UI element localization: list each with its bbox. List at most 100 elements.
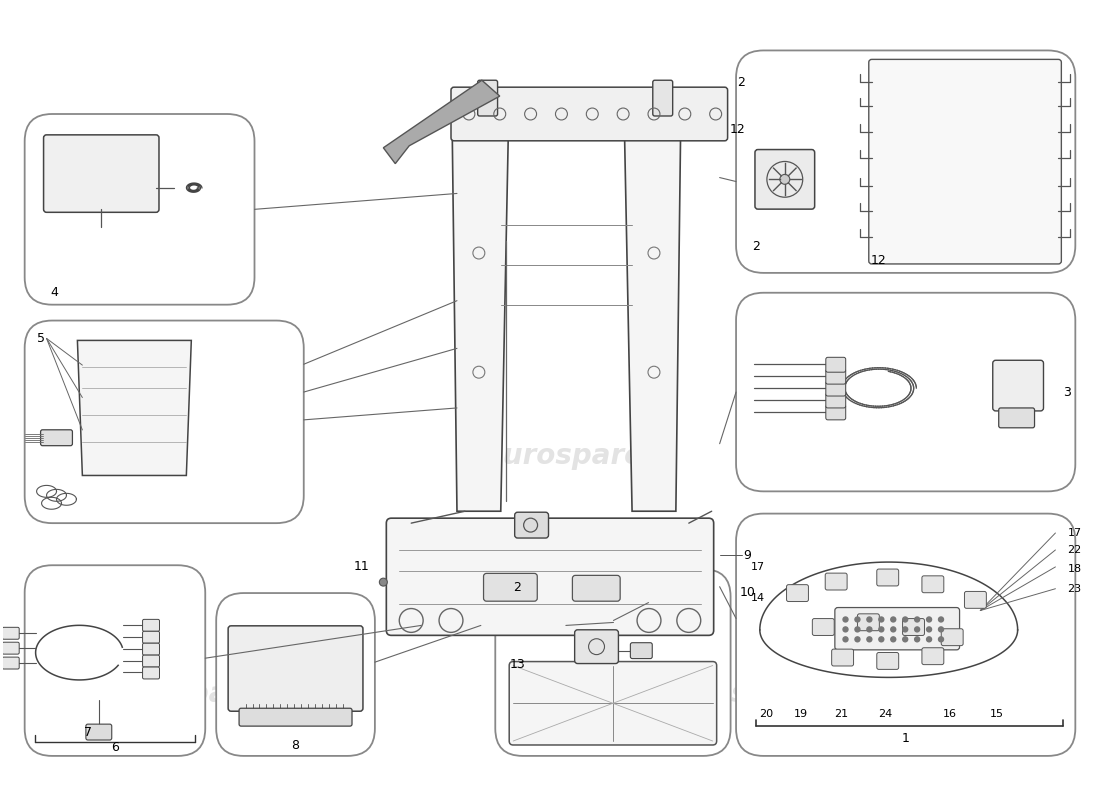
FancyBboxPatch shape bbox=[825, 573, 847, 590]
Circle shape bbox=[926, 627, 932, 632]
FancyBboxPatch shape bbox=[574, 630, 618, 663]
FancyBboxPatch shape bbox=[826, 358, 846, 372]
FancyBboxPatch shape bbox=[2, 627, 19, 639]
FancyBboxPatch shape bbox=[2, 642, 19, 654]
FancyBboxPatch shape bbox=[515, 512, 549, 538]
Polygon shape bbox=[383, 80, 499, 164]
FancyBboxPatch shape bbox=[965, 591, 987, 608]
FancyBboxPatch shape bbox=[812, 618, 834, 635]
Circle shape bbox=[879, 627, 883, 632]
Text: 19: 19 bbox=[793, 710, 807, 719]
FancyBboxPatch shape bbox=[143, 619, 160, 631]
FancyBboxPatch shape bbox=[451, 87, 727, 141]
Circle shape bbox=[891, 637, 895, 642]
Circle shape bbox=[867, 617, 872, 622]
Polygon shape bbox=[77, 341, 191, 475]
Text: 2: 2 bbox=[514, 581, 521, 594]
Circle shape bbox=[926, 637, 932, 642]
Circle shape bbox=[867, 627, 872, 632]
Text: eurospares: eurospares bbox=[101, 680, 276, 708]
FancyBboxPatch shape bbox=[903, 618, 924, 635]
Text: eurospares: eurospares bbox=[484, 442, 660, 470]
Polygon shape bbox=[624, 114, 681, 511]
FancyBboxPatch shape bbox=[217, 593, 375, 756]
Circle shape bbox=[914, 637, 920, 642]
Text: 16: 16 bbox=[943, 710, 957, 719]
Circle shape bbox=[891, 617, 895, 622]
Text: 8: 8 bbox=[292, 739, 299, 753]
FancyBboxPatch shape bbox=[993, 360, 1044, 411]
Text: 17: 17 bbox=[1067, 528, 1081, 538]
Circle shape bbox=[843, 627, 848, 632]
FancyBboxPatch shape bbox=[239, 708, 352, 726]
Circle shape bbox=[879, 637, 883, 642]
FancyBboxPatch shape bbox=[736, 514, 1076, 756]
Text: 9: 9 bbox=[744, 549, 751, 562]
Circle shape bbox=[903, 627, 907, 632]
Circle shape bbox=[914, 617, 920, 622]
Circle shape bbox=[379, 578, 387, 586]
Text: 22: 22 bbox=[1067, 545, 1081, 555]
FancyBboxPatch shape bbox=[41, 430, 73, 446]
Text: 12: 12 bbox=[729, 123, 746, 136]
Text: 21: 21 bbox=[834, 710, 848, 719]
Circle shape bbox=[780, 174, 790, 184]
Text: 14: 14 bbox=[751, 594, 766, 603]
FancyBboxPatch shape bbox=[942, 629, 964, 646]
Circle shape bbox=[938, 617, 944, 622]
FancyBboxPatch shape bbox=[2, 657, 19, 669]
Text: 20: 20 bbox=[759, 710, 773, 719]
FancyBboxPatch shape bbox=[24, 566, 206, 756]
FancyBboxPatch shape bbox=[572, 575, 620, 601]
Text: 4: 4 bbox=[51, 286, 58, 299]
FancyBboxPatch shape bbox=[858, 614, 879, 630]
Text: 15: 15 bbox=[990, 710, 1004, 719]
FancyBboxPatch shape bbox=[630, 642, 652, 658]
FancyBboxPatch shape bbox=[143, 631, 160, 643]
FancyBboxPatch shape bbox=[877, 653, 899, 670]
FancyBboxPatch shape bbox=[652, 80, 673, 116]
FancyBboxPatch shape bbox=[826, 405, 846, 420]
Circle shape bbox=[926, 617, 932, 622]
FancyBboxPatch shape bbox=[922, 648, 944, 665]
FancyBboxPatch shape bbox=[922, 576, 944, 593]
FancyBboxPatch shape bbox=[999, 408, 1034, 428]
Circle shape bbox=[855, 637, 860, 642]
Text: 1: 1 bbox=[902, 731, 910, 745]
Circle shape bbox=[843, 637, 848, 642]
FancyBboxPatch shape bbox=[509, 662, 717, 745]
Text: 10: 10 bbox=[739, 586, 756, 599]
Text: 18: 18 bbox=[1067, 564, 1081, 574]
FancyBboxPatch shape bbox=[24, 321, 304, 523]
FancyBboxPatch shape bbox=[495, 570, 730, 756]
FancyBboxPatch shape bbox=[832, 649, 854, 666]
Circle shape bbox=[914, 627, 920, 632]
Text: 17: 17 bbox=[751, 562, 766, 572]
FancyBboxPatch shape bbox=[835, 607, 959, 650]
Text: 7: 7 bbox=[84, 726, 92, 738]
FancyBboxPatch shape bbox=[826, 393, 846, 408]
Text: 11: 11 bbox=[353, 559, 370, 573]
FancyBboxPatch shape bbox=[786, 585, 808, 602]
FancyBboxPatch shape bbox=[143, 643, 160, 655]
Circle shape bbox=[891, 627, 895, 632]
Text: 3: 3 bbox=[1064, 386, 1071, 398]
FancyBboxPatch shape bbox=[755, 150, 815, 209]
Circle shape bbox=[903, 617, 907, 622]
FancyBboxPatch shape bbox=[877, 569, 899, 586]
Circle shape bbox=[938, 637, 944, 642]
Text: 13: 13 bbox=[509, 658, 525, 671]
Circle shape bbox=[879, 617, 883, 622]
Text: eurospares: eurospares bbox=[101, 370, 276, 398]
Text: 23: 23 bbox=[1067, 584, 1081, 594]
FancyBboxPatch shape bbox=[24, 114, 254, 305]
Circle shape bbox=[867, 637, 872, 642]
FancyBboxPatch shape bbox=[826, 381, 846, 396]
Text: 5: 5 bbox=[36, 332, 45, 345]
Text: 2: 2 bbox=[752, 240, 760, 253]
Text: 24: 24 bbox=[878, 710, 892, 719]
FancyBboxPatch shape bbox=[86, 724, 112, 740]
FancyBboxPatch shape bbox=[484, 574, 537, 601]
FancyBboxPatch shape bbox=[736, 50, 1076, 273]
Circle shape bbox=[938, 627, 944, 632]
